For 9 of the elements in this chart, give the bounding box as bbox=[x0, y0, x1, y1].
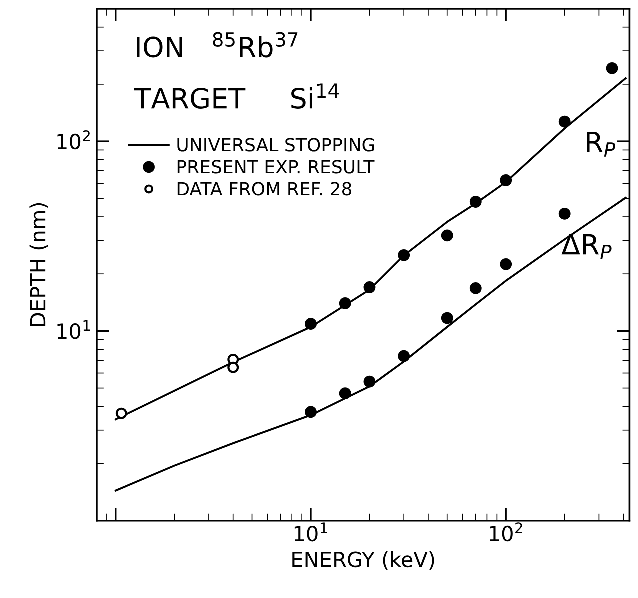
legend-label: DATA FROM REF. 28 bbox=[178, 182, 352, 196]
annotation: TARGET Si$^{14}$ bbox=[134, 84, 339, 109]
annotation: R$_{P}$ bbox=[587, 132, 616, 157]
annotation: ΔR$_{P}$ bbox=[562, 234, 612, 260]
annotation: ION $^{85}$Rb$^{37}$ bbox=[136, 32, 298, 58]
y-axis-title: DEPTH (nm) bbox=[30, 203, 48, 326]
legend-label: PRESENT EXP. RESULT bbox=[178, 160, 375, 174]
x-axis-title: ENERGY (keV) bbox=[292, 551, 434, 570]
legend-label: UNIVERSAL STOPPING bbox=[178, 138, 374, 152]
